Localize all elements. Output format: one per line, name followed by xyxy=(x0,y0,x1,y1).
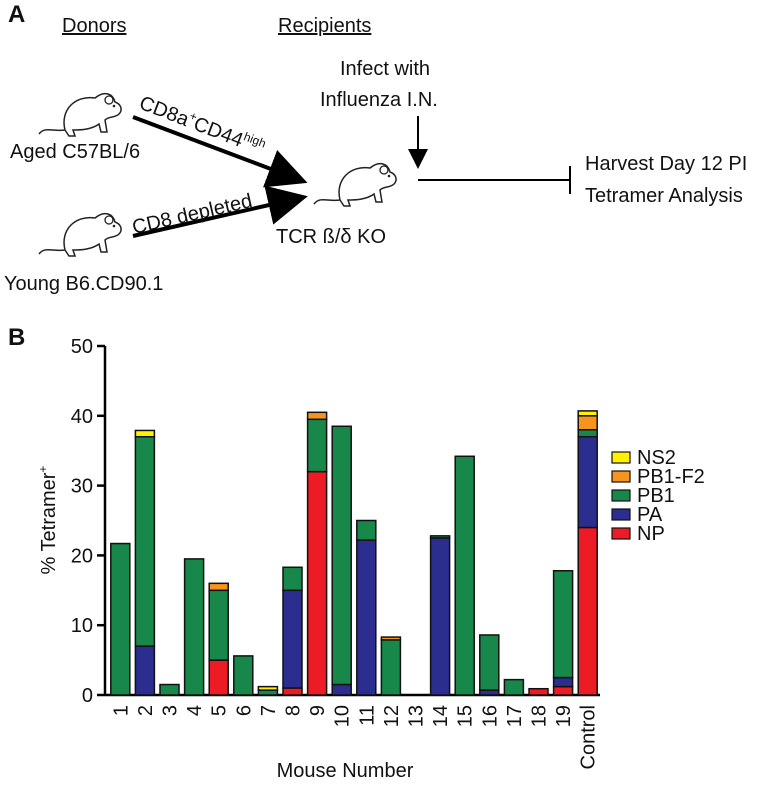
x-tick-label: Control xyxy=(578,705,600,769)
legend-label: PB1-F2 xyxy=(637,466,705,488)
bar-segment xyxy=(503,678,525,696)
bar-segment xyxy=(282,566,303,592)
donor-label: Aged C57BL/6 xyxy=(10,141,140,163)
step-label: Tetramer Analysis xyxy=(585,185,743,207)
legend-label: NS2 xyxy=(637,447,676,469)
x-tick-label: 13 xyxy=(406,705,428,727)
bar-segment xyxy=(208,659,229,696)
bar-segment xyxy=(331,425,352,686)
x-tick-label: 6 xyxy=(233,705,255,716)
legend-label: PA xyxy=(637,504,663,526)
bar-segment xyxy=(134,645,156,696)
bar-segment xyxy=(134,429,156,438)
bar-segment xyxy=(208,582,229,592)
panel-label: B xyxy=(8,324,25,351)
bar-segment xyxy=(528,687,549,696)
bar-segment xyxy=(577,526,598,696)
bar-segment xyxy=(577,410,598,417)
heading: Donors xyxy=(62,15,126,37)
bar-segment xyxy=(208,589,229,661)
x-tick-label: 14 xyxy=(430,705,452,727)
bar-segment xyxy=(159,683,180,696)
y-tick-label: 30 xyxy=(71,476,93,498)
mouse-icon xyxy=(38,92,122,137)
bar-segment xyxy=(134,435,156,647)
y-tick-label: 20 xyxy=(71,545,93,567)
bar-segment xyxy=(356,519,377,541)
heading: Recipients xyxy=(278,15,371,37)
bar-segment xyxy=(552,570,574,679)
x-tick-label: 5 xyxy=(209,705,231,716)
step-label: Harvest Day 12 PI xyxy=(585,153,747,175)
arrow xyxy=(132,185,308,238)
x-tick-label: 16 xyxy=(479,705,501,727)
x-tick-label: 10 xyxy=(332,705,354,727)
arrow xyxy=(132,115,308,188)
bar-segment xyxy=(577,415,598,431)
x-tick-label: 18 xyxy=(529,705,551,727)
bar-segment xyxy=(552,685,574,696)
mouse-icon xyxy=(38,212,122,257)
legend-swatch xyxy=(611,451,631,464)
y-tick-label: 40 xyxy=(71,406,93,428)
bar-segment xyxy=(429,535,451,539)
x-tick-label: 9 xyxy=(307,705,329,716)
arrow-label: CD8 depleted xyxy=(130,190,254,239)
legend-swatch xyxy=(611,527,631,540)
bar-segment xyxy=(110,542,131,696)
x-tick-label: 17 xyxy=(504,705,526,727)
y-tick-label: 0 xyxy=(82,685,93,707)
bar-segment xyxy=(282,687,303,696)
panel-label: A xyxy=(8,1,25,28)
donor-label: Young B6.CD90.1 xyxy=(4,273,163,295)
x-tick-label: 3 xyxy=(160,705,182,716)
y-tick-label: 50 xyxy=(71,336,93,358)
y-axis-label: % Tetramer+ xyxy=(36,466,60,575)
bar-segment xyxy=(282,589,303,689)
bar-segment xyxy=(577,435,598,529)
x-tick-label: 11 xyxy=(356,705,378,726)
x-tick-label: 4 xyxy=(184,705,206,716)
x-tick-label: 1 xyxy=(110,705,132,716)
mouse-icon xyxy=(313,162,397,207)
bar-segment xyxy=(183,558,205,696)
bar-segment xyxy=(356,539,377,696)
bar-segment xyxy=(306,411,328,421)
bar-segment xyxy=(577,429,598,438)
x-tick-label: 12 xyxy=(381,705,403,727)
bar-segment xyxy=(331,683,352,696)
x-tick-label: 15 xyxy=(455,705,477,727)
bar-segment xyxy=(479,634,500,691)
x-axis-label: Mouse Number xyxy=(277,760,414,782)
legend-swatch xyxy=(611,508,631,521)
bar-segment xyxy=(380,639,402,696)
step-label: Infect with xyxy=(340,58,430,80)
bar-segment xyxy=(233,655,254,696)
legend-swatch xyxy=(611,489,631,502)
bar-segment xyxy=(380,636,402,641)
bar-segment xyxy=(257,685,279,691)
legend-label: PB1 xyxy=(637,485,675,507)
x-tick-label: 2 xyxy=(135,705,157,716)
bar-segment xyxy=(552,676,574,688)
y-tick-label: 10 xyxy=(71,615,93,637)
x-tick-label: 7 xyxy=(258,705,280,716)
legend-label: NP xyxy=(637,523,665,545)
bar-segment xyxy=(306,418,328,473)
bar-segment xyxy=(454,455,475,696)
x-tick-label: 19 xyxy=(553,705,575,727)
x-tick-label: 8 xyxy=(283,705,305,716)
step-label: Influenza I.N. xyxy=(320,89,438,111)
bar-segment xyxy=(306,470,328,696)
legend-swatch xyxy=(611,470,631,483)
recipient-label: TCR ß/δ KO xyxy=(276,226,386,248)
bar-segment xyxy=(429,537,451,696)
